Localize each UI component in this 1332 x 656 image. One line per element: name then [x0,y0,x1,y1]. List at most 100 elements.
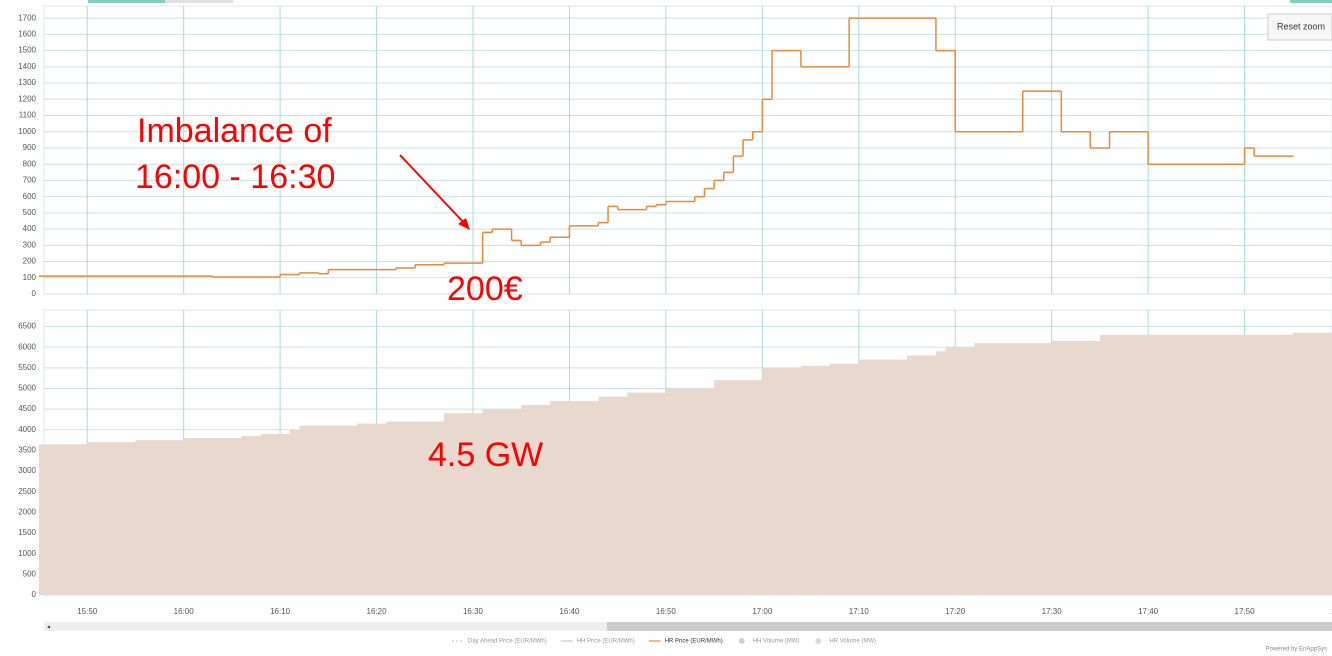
legend-label: HH Volume (MW) [753,639,800,645]
y-tick-label: 5000 [18,384,36,393]
legend-label: HH Price (EUR/MWh) [577,639,635,645]
annotation-arrow [399,154,467,226]
y-tick-label: 1000 [18,127,36,136]
x-tick-label: 17:40 [1138,607,1159,616]
area-step [829,363,860,595]
area-step [945,347,976,595]
legend-symbol [738,638,745,644]
area-step [183,438,243,595]
y-tick-label: 0 [32,289,37,298]
x-tick-label: 17:30 [1042,607,1063,616]
x-tick-label: 16:00 [174,607,195,616]
x-tick-label: 15:50 [77,607,98,616]
area-step [714,380,763,595]
credit: Powered by EnAppSys [1266,647,1327,653]
y-tick-label: 2500 [18,487,36,496]
tab[interactable] [1290,0,1332,3]
area-step [357,423,387,595]
price-panel: 0 100 200 300 400 500 600 700 800 900 1000 1100 1200… [18,5,1332,308]
reset-zoom-label: Reset zoom [1277,21,1325,31]
area-step [39,444,88,595]
area-step [87,442,136,595]
y-tick-label: 5500 [18,363,36,372]
volume-panel: 0 500 1000 1500 2000 2500 3000 3500 4000 4500 5000… [18,309,1332,616]
y-tick-label: 6000 [18,342,36,351]
y-tick-label: 1000 [18,549,36,558]
area-step [550,400,599,595]
y-tick-label: 2000 [18,508,36,517]
area-step [521,405,551,595]
area-step [482,409,522,595]
area-step [800,365,831,595]
area-step [935,351,947,595]
y-tick-label: 600 [23,192,37,201]
area-step [135,440,185,595]
reset-zoom-button[interactable] [1267,13,1332,41]
y-tick-label: 4500 [18,404,36,413]
annotation: Imbalance of [137,112,332,150]
y-tick-label: 500 [23,569,37,578]
y-tick-label: 3500 [18,446,36,455]
y-tick-label: 6500 [18,322,36,331]
annotation: 200€ [447,270,523,308]
area-step [299,425,358,595]
x-tick-label: 18:00 [1331,607,1332,616]
x-tick-label: 17:00 [752,607,773,616]
tab[interactable] [88,0,165,3]
area-step [907,355,937,595]
x-tick-label: 16:10 [270,607,291,616]
legend-label: HR Volume (MW) [829,639,876,645]
x-tick-label: 16:40 [559,607,580,616]
y-tick-label: 800 [23,159,37,168]
y-tick-label: 3000 [18,466,36,475]
area-step [627,392,667,595]
y-tick-label: 500 [23,208,37,217]
y-tick-label: 1100 [19,111,37,120]
area-step [1292,332,1332,595]
y-tick-label: 1400 [18,62,36,71]
area-step [598,396,628,595]
legend-label: Day Ahead Price (EUR/MWh) [468,639,547,645]
y-tick-label: 1200 [18,94,36,103]
area-step [1051,340,1101,595]
annotation: 4.5 GW [428,436,543,474]
x-tick-label: 17:20 [945,607,966,616]
legend-symbol [815,638,822,644]
x-tick-label: 17:50 [1235,607,1256,616]
y-tick-label: 1300 [18,78,36,87]
area-step [762,367,802,595]
y-tick-label: 300 [23,240,37,249]
y-tick-label: 100 [23,273,37,282]
area-step [1099,334,1294,595]
area-step [386,421,445,595]
x-tick-label: 16:30 [463,607,484,616]
y-tick-label: 1700 [18,13,36,22]
y-tick-label: 200 [23,257,37,266]
tab[interactable] [165,0,233,3]
scroll-arrow[interactable]: ◂ [47,625,50,631]
y-tick-label: 0 [32,590,37,599]
y-tick-label: 1500 [18,46,36,55]
y-tick-label: 4000 [18,425,36,434]
y-tick-label: 1500 [18,528,36,537]
x-tick-label: 17:10 [849,607,870,616]
area-step [289,429,300,595]
y-tick-label: 900 [23,143,37,152]
x-tick-label: 16:50 [656,607,677,616]
area-step [858,359,908,595]
area-step [444,413,484,595]
legend: Day Ahead Price (EUR/MWh) HH Price (EUR/M… [452,638,876,645]
scrollbar-thumb[interactable] [607,622,1332,631]
area-step [260,433,291,595]
legend-label: HR Price (EUR/MWh) [665,639,723,645]
area-step [974,343,1053,595]
y-tick-label: 1600 [18,30,36,39]
area-step [665,388,715,595]
annotation: 16:00 - 16:30 [135,158,335,196]
y-tick-label: 400 [23,224,37,233]
annotation-arrowhead [458,218,470,230]
area-step [241,435,262,595]
y-tick-label: 700 [23,176,37,185]
plot-frame [43,5,1332,295]
